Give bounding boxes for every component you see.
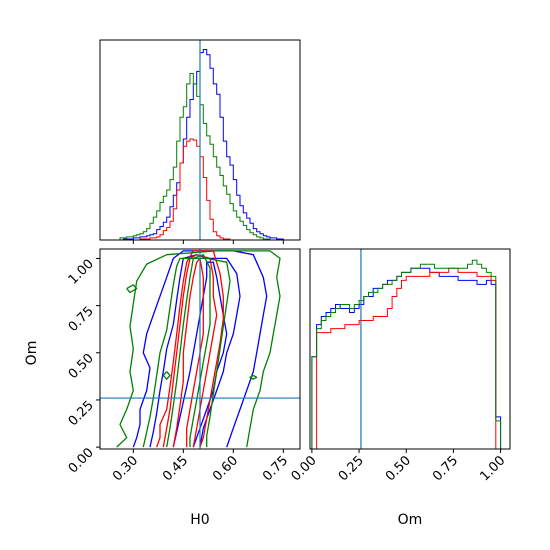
om-x-axis-ticks: 0.00 0.25 0.50 0.75 1.00 bbox=[289, 449, 508, 484]
h0-x-tick-label: 0.30 bbox=[110, 453, 141, 484]
om-y-tick-label: 0.00 bbox=[66, 445, 97, 476]
om-x-tick-label: 0.25 bbox=[336, 453, 367, 484]
om-histogram-step bbox=[311, 259, 502, 449]
h0-x-axis-ticks: 0.30 0.45 0.60 0.75 bbox=[110, 449, 291, 484]
contour-line bbox=[166, 254, 211, 448]
om-y-axis-ticks: 0.00 0.25 0.50 0.75 1.00 bbox=[66, 257, 100, 476]
contour-line bbox=[249, 374, 258, 380]
om-x-tick-label: 0.75 bbox=[430, 453, 461, 484]
h0-histogram-ticks bbox=[132, 240, 284, 244]
om-x-tick-label: 0.50 bbox=[383, 453, 414, 484]
contour-line bbox=[142, 257, 231, 448]
h0-histogram-step bbox=[116, 49, 300, 241]
h0-histogram-step bbox=[116, 138, 300, 241]
om-histogram-step bbox=[311, 267, 502, 449]
om-histogram-frame bbox=[309, 248, 511, 450]
om-y-tick-label: 0.50 bbox=[66, 351, 97, 382]
contour-series bbox=[116, 250, 281, 448]
om-x-tick-label: 0.00 bbox=[289, 453, 320, 484]
om-x-axis-label: Om bbox=[398, 512, 423, 528]
om-y-axis-label: Om bbox=[24, 341, 40, 366]
contour-line bbox=[162, 371, 171, 380]
h0-histogram-frame bbox=[99, 39, 301, 241]
h0-histogram-panel bbox=[99, 39, 301, 244]
om-y-tick-label: 0.25 bbox=[66, 398, 97, 429]
h0-histogram-step bbox=[116, 73, 300, 241]
contour-line bbox=[149, 254, 241, 448]
om-x-tick-label: 1.00 bbox=[477, 453, 508, 484]
om-histogram-series bbox=[311, 259, 502, 450]
h0-histogram-series bbox=[116, 49, 300, 241]
contour-line bbox=[132, 250, 268, 448]
h0-x-tick-label: 0.75 bbox=[260, 453, 291, 484]
contour-frame bbox=[99, 248, 301, 450]
om-histogram-panel: 0.00 0.25 0.50 0.75 1.00 Om bbox=[289, 248, 511, 528]
h0-x-tick-label: 0.45 bbox=[160, 453, 191, 484]
om-histogram-step bbox=[311, 267, 501, 450]
om-y-tick-label: 1.00 bbox=[66, 257, 97, 288]
om-y-tick-label: 0.75 bbox=[66, 304, 97, 335]
h0-x-axis-label: H0 bbox=[190, 512, 209, 528]
contour-line bbox=[172, 257, 204, 448]
contour-line bbox=[116, 250, 281, 448]
contour-line bbox=[126, 284, 138, 294]
h0-x-tick-label: 0.60 bbox=[210, 453, 241, 484]
h0-om-contour-panel: 0.30 0.45 0.60 0.75 0.00 0.25 0.50 0.75 1.00 Om… bbox=[24, 248, 301, 528]
